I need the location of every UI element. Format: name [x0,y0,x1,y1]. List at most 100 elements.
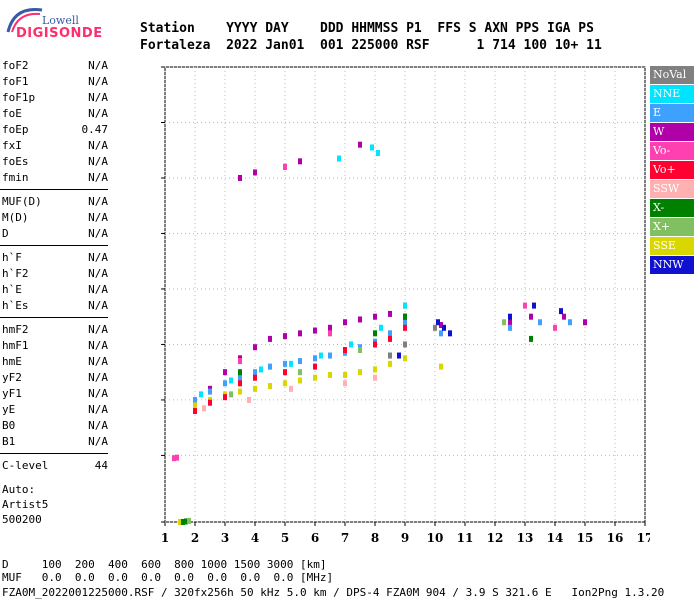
data-point-vo [208,399,212,406]
data-point-nne [349,341,353,348]
x-tick-label: 10 [427,531,444,542]
data-point-sse [298,377,302,384]
data-point-vo [223,394,227,401]
param-row-foe: foE N/A [0,106,112,122]
legend-item-noval: NoVal [650,66,694,84]
param-name: h`F [2,251,22,264]
data-point-sse [313,374,317,381]
data-point-sse [178,519,182,525]
data-point-nne [289,360,293,367]
data-point-nne [319,352,323,359]
data-point-vo [313,363,317,370]
data-point-nne [259,366,263,373]
param-name: fxI [2,139,22,152]
data-point-vo [328,330,332,337]
data-point-w [562,313,566,320]
legend-item-x: X- [650,199,694,217]
param-name: foF1p [2,91,36,104]
legend-item-nnw: NNW [650,256,694,274]
header-labels: Station YYYY DAY DDD HHMMSS P1 FFS S AXN… [140,21,594,36]
param-row-ye: yE N/A [0,402,112,418]
param-row-he: h`E N/A [0,282,112,298]
data-point-e [298,358,302,365]
param-name: foEs [2,155,29,168]
legend-item-sse: SSE [650,237,694,255]
data-point-sse [403,355,407,362]
param-name: foEp [2,123,29,136]
data-point-vo [343,346,347,353]
data-point-nne [370,144,374,151]
data-point-nne [379,324,383,331]
data-point-noval [433,324,437,331]
data-point-w [508,319,512,326]
param-value: N/A [88,355,108,368]
data-point-w [583,319,587,326]
data-point-x [373,330,377,337]
scaled-parameters-panel: foF2 N/A foF1 N/A foF1p N/A foE N/A foEp 0.47 fxI N… [0,58,112,527]
data-point-vo [238,380,242,387]
param-name: h`Es [2,299,29,312]
param-row-hf: h`F N/A [0,250,112,266]
data-point-w [238,174,242,181]
legend-item-ssw: SSW [650,180,694,198]
data-point-e [208,388,212,395]
param-row-fof1: foF1 N/A [0,74,112,90]
param-row-hmf1: hmF1 N/A [0,338,112,354]
data-point-sse [268,383,272,390]
param-name: hmF2 [2,323,29,336]
data-point-e [193,396,197,403]
param-value: 44 [94,459,108,472]
legend-item-vo: Vo- [650,142,694,160]
muf-row: MUF 0.0 0.0 0.0 0.0 0.0 0.0 0.0 0.0 [MHz… [2,571,334,584]
x-tick-label: 3 [221,531,229,542]
data-point-e [568,319,572,326]
data-point-sse [343,371,347,378]
param-name: hmE [2,355,22,368]
data-point-sse [193,402,197,409]
data-point-e [313,355,317,362]
data-point-sse [328,371,332,378]
data-point-x [529,335,533,342]
param-row-mufd: MUF(D) N/A [0,194,112,210]
param-divider [0,189,108,190]
param-divider [0,245,108,246]
data-point-ssw [202,405,206,412]
data-point-w [313,327,317,334]
data-point-noval [403,341,407,348]
data-point-x [181,519,185,525]
auto-scaling-line: Auto: [2,483,36,496]
data-point-e [508,324,512,331]
data-point-e [238,374,242,381]
x-tick-label: 6 [311,531,319,542]
param-value: N/A [88,387,108,400]
param-row-foep: foEp 0.47 [0,122,112,138]
param-row-clevel: C-level 44 [0,458,112,474]
param-row-fxi: fxI N/A [0,138,112,154]
param-row-fof1p: foF1p N/A [0,90,112,106]
data-point-w [343,319,347,326]
legend-item-x: X+ [650,218,694,236]
data-point-e [538,319,542,326]
param-value: N/A [88,75,108,88]
data-point-e [328,352,332,359]
data-point-w [283,333,287,340]
data-point-w [253,344,257,351]
data-point-vo [553,324,557,331]
data-point-ssw [289,385,293,392]
data-point-w [529,313,533,320]
data-point-x [502,319,506,326]
data-point-sse [238,388,242,395]
param-row-yf2: yF2 N/A [0,370,112,386]
data-point-sse [439,363,443,370]
data-point-nnw [559,308,563,315]
param-row-fmin: fmin N/A [0,170,112,186]
data-point-e [403,319,407,326]
param-row-fof2: foF2 N/A [0,58,112,74]
logo-swoosh-icon [6,7,43,33]
param-name: h`E [2,283,22,296]
legend-item-nne: NNE [650,85,694,103]
x-tick-label: 16 [607,531,624,542]
data-point-vo [403,324,407,331]
param-value: N/A [88,251,108,264]
x-tick-label: 8 [371,531,379,542]
